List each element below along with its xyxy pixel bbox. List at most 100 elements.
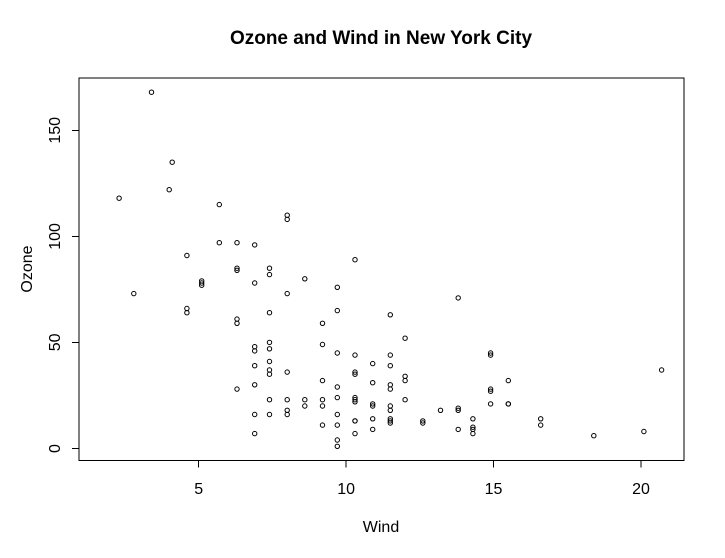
x-axis-title: Wind [363,519,399,536]
data-point [302,397,308,403]
data-point [352,418,358,424]
data-point [658,367,665,373]
data-point [319,397,326,403]
data-point [234,267,240,273]
data-point [387,352,393,358]
data-point [234,320,240,326]
data-point [352,397,358,403]
y-axis-title: Ozone [19,245,36,292]
data-points [116,89,665,449]
data-point [184,305,190,312]
data-point [352,369,358,375]
data-point [352,430,358,437]
data-point [302,276,308,282]
data-point [319,320,326,326]
data-point [334,307,340,314]
data-point [284,290,290,297]
data-point [266,358,273,365]
data-point [284,212,290,218]
data-point [266,411,273,418]
data-point [334,284,340,290]
data-point [387,382,393,388]
plot-box [78,77,685,461]
data-point [470,424,476,430]
data-point [266,310,273,316]
data-point [370,403,376,409]
data-point [387,418,393,424]
data-point [387,420,393,426]
data-point [334,384,340,390]
data-point [216,240,223,246]
data-point [370,426,376,433]
data-point [455,295,461,301]
data-point [131,290,137,297]
data-point [437,407,444,413]
data-point [252,280,258,286]
data-point [334,437,340,443]
x-tick-label: 10 [337,481,355,498]
data-point [352,257,358,263]
data-point [334,350,340,356]
chart-title: Ozone and Wind in New York City [230,28,533,49]
data-point [352,371,358,377]
data-point [487,386,494,392]
data-point [252,430,258,437]
data-point [387,312,393,318]
data-point [455,405,461,411]
axis-ticks: 5 10 15 20 0 50 100 150 [47,117,650,498]
data-point [199,280,205,286]
data-point [284,397,290,403]
data-point [319,377,326,384]
data-point [370,401,376,407]
data-point [284,369,290,375]
data-point [334,443,340,449]
data-point [266,265,273,271]
data-point [252,363,258,369]
x-tick-label: 20 [632,481,650,498]
data-point [420,418,426,424]
data-point [266,339,273,346]
data-point [420,420,426,426]
data-point [266,271,273,278]
data-point [216,201,223,208]
data-point [402,397,408,403]
data-point [352,352,358,358]
data-point [266,397,273,403]
data-point [370,360,376,367]
data-point [387,386,393,392]
data-point [148,89,155,95]
data-point [284,407,290,413]
data-point [334,411,340,418]
data-point [234,265,240,271]
data-point [402,377,408,384]
data-point [455,407,461,413]
data-point [166,187,172,193]
data-point [505,377,511,384]
x-tick-label: 15 [485,481,503,498]
data-point [252,382,258,388]
data-point [266,346,273,352]
data-point [352,394,358,401]
data-point [370,416,376,422]
y-tick-label: 150 [47,117,64,144]
data-point [487,350,494,356]
y-tick-label: 50 [47,333,64,351]
data-point [487,352,494,358]
x-tick-label: 5 [194,481,203,498]
data-point [319,422,326,428]
data-point [199,278,205,284]
data-point [319,403,326,409]
data-point [370,380,376,386]
plot-frame [78,77,685,461]
data-point [538,416,544,422]
data-point [505,401,511,407]
data-point [387,363,393,369]
data-point [252,411,258,418]
data-point [538,422,544,428]
data-point [387,407,393,413]
data-point [116,195,122,201]
y-tick-label: 100 [47,223,64,250]
data-point [487,401,494,407]
data-point [591,433,597,439]
